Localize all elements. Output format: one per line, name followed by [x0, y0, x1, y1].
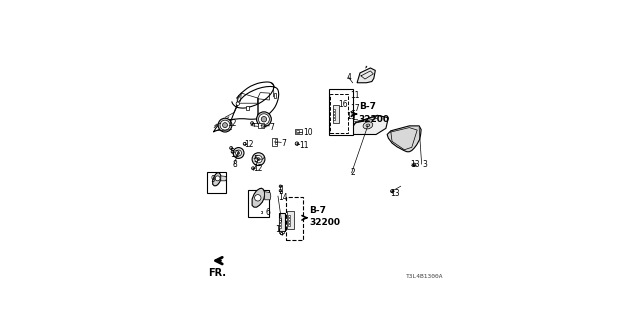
Circle shape [218, 118, 232, 132]
Bar [279, 220, 281, 222]
Circle shape [230, 147, 233, 149]
Text: 12: 12 [227, 119, 236, 128]
Circle shape [279, 185, 282, 188]
Circle shape [251, 122, 253, 124]
Text: 13: 13 [410, 160, 420, 169]
Bar [333, 112, 335, 114]
Circle shape [259, 114, 269, 124]
Circle shape [236, 102, 239, 105]
Polygon shape [252, 188, 265, 207]
Bar [248, 190, 269, 217]
Bar [288, 218, 290, 220]
Circle shape [337, 91, 340, 93]
Text: FR.: FR. [207, 268, 226, 277]
Bar [207, 172, 226, 193]
Bar [329, 89, 353, 135]
Bar [333, 118, 335, 120]
Text: 5: 5 [253, 155, 259, 164]
Circle shape [243, 142, 246, 145]
Bar [279, 231, 284, 233]
Bar [330, 94, 348, 132]
Text: 6: 6 [266, 208, 270, 217]
Bar [246, 106, 250, 110]
Polygon shape [221, 176, 227, 181]
Polygon shape [212, 173, 221, 186]
Text: 12: 12 [230, 150, 240, 159]
Circle shape [255, 156, 262, 163]
Bar [279, 223, 281, 225]
Text: 11: 11 [351, 91, 360, 100]
Bar [333, 115, 335, 117]
Bar [288, 215, 290, 217]
Bar [333, 105, 339, 123]
Polygon shape [351, 115, 388, 134]
Text: 13: 13 [390, 188, 400, 198]
Text: 3: 3 [422, 160, 427, 169]
Bar [279, 218, 281, 220]
Polygon shape [213, 86, 279, 132]
Text: B-7: B-7 [359, 101, 376, 111]
Circle shape [252, 153, 265, 165]
Text: 16: 16 [338, 100, 348, 109]
Circle shape [231, 150, 234, 153]
Bar [278, 213, 285, 231]
Bar [296, 130, 299, 133]
Circle shape [257, 112, 271, 127]
Circle shape [413, 163, 416, 166]
Bar [272, 138, 276, 146]
Text: T3L4B1300A: T3L4B1300A [406, 274, 444, 279]
Bar [288, 224, 290, 226]
Polygon shape [387, 126, 421, 152]
Text: 7: 7 [269, 123, 274, 132]
Circle shape [390, 190, 394, 193]
Bar [275, 140, 276, 144]
Circle shape [339, 97, 341, 99]
Text: 17: 17 [351, 104, 360, 113]
Text: 7: 7 [281, 139, 286, 148]
Text: 8: 8 [232, 160, 237, 169]
Circle shape [237, 152, 240, 154]
Text: 14: 14 [278, 193, 287, 202]
Polygon shape [357, 68, 375, 83]
Text: 12: 12 [244, 140, 253, 149]
Bar [287, 212, 294, 229]
Circle shape [279, 189, 282, 192]
Text: 12: 12 [253, 164, 262, 173]
Text: 2: 2 [351, 168, 355, 177]
Bar [333, 109, 335, 111]
Text: 15: 15 [346, 112, 355, 121]
Text: B-7: B-7 [310, 205, 326, 215]
Text: 9: 9 [210, 175, 215, 184]
Circle shape [333, 96, 336, 98]
Bar [288, 221, 290, 223]
Bar [261, 124, 264, 127]
Text: 32200: 32200 [359, 115, 390, 124]
Bar [279, 227, 281, 228]
Circle shape [289, 234, 292, 237]
Text: 10: 10 [303, 128, 313, 137]
Ellipse shape [363, 122, 372, 129]
Polygon shape [265, 192, 271, 200]
Circle shape [252, 167, 255, 170]
Text: 32200: 32200 [310, 218, 340, 227]
Circle shape [261, 116, 267, 122]
Bar [296, 129, 302, 134]
Circle shape [223, 123, 227, 128]
Text: 4: 4 [347, 73, 352, 82]
Circle shape [295, 142, 299, 145]
Circle shape [233, 148, 244, 158]
Circle shape [351, 118, 354, 121]
Text: 1: 1 [275, 225, 280, 234]
Circle shape [215, 176, 220, 181]
Circle shape [220, 120, 230, 130]
Bar [285, 196, 303, 240]
Circle shape [255, 195, 261, 201]
Circle shape [236, 150, 241, 156]
Circle shape [257, 158, 260, 161]
Bar [274, 93, 276, 98]
Text: 11: 11 [300, 141, 309, 150]
Circle shape [280, 232, 283, 235]
Ellipse shape [366, 124, 370, 127]
Bar [259, 123, 264, 128]
